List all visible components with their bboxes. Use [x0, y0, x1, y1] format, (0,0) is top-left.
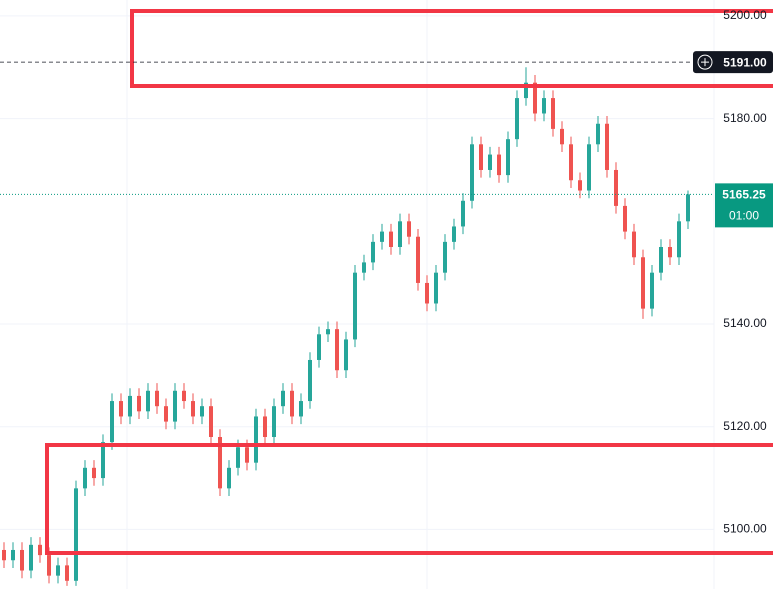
candle-body [74, 488, 78, 581]
candle-body [236, 447, 240, 468]
candle-body [569, 144, 573, 181]
candle-body [434, 272, 438, 304]
y-tick-label: 5200.00 [723, 8, 767, 22]
candle-body [623, 205, 627, 232]
candle-body [524, 82, 528, 99]
candle-body [659, 247, 663, 273]
y-tick-label: 5100.00 [723, 522, 767, 536]
vertical-grid [126, 0, 715, 589]
candle-body [281, 390, 285, 407]
candle-body [290, 390, 294, 417]
candle-body [218, 437, 222, 489]
candle-body [371, 241, 375, 263]
candle-body [227, 467, 231, 489]
price-labels: 5100.00 5120.00 5140.00 5180.00 5200.00 5165.… [0, 8, 773, 536]
candle-body [380, 231, 384, 242]
support-zone [45, 443, 773, 555]
candle-body [299, 401, 303, 417]
candle-body [650, 272, 654, 309]
candle-body [443, 241, 447, 273]
candle-body [578, 180, 582, 191]
candle-body [389, 231, 393, 247]
candle-body [326, 329, 330, 335]
candle-body [182, 390, 186, 402]
candle-body [146, 390, 150, 412]
candle-body [137, 395, 141, 412]
plus-icon [701, 58, 709, 67]
candle-body [65, 565, 69, 581]
candle-body [2, 549, 6, 561]
candle-body [677, 221, 681, 258]
candle-body [470, 144, 474, 201]
candle-body [533, 82, 537, 114]
candle-body [38, 544, 42, 556]
candle-body [407, 221, 411, 237]
candle-body [596, 123, 600, 145]
candle-body [362, 262, 366, 273]
candle-body [452, 226, 456, 242]
candle-body [551, 98, 555, 129]
candle-body [254, 416, 258, 463]
last-price-label: 5165.25 [722, 188, 766, 202]
crosshair-box [693, 51, 773, 74]
countdown-label: 01:00 [729, 209, 759, 223]
candle-body [488, 154, 492, 170]
candle-body [497, 154, 501, 176]
candle-body [632, 231, 636, 258]
candle-body [164, 406, 168, 422]
candle-body [11, 549, 15, 561]
candle-body [641, 257, 645, 309]
candle-body [119, 401, 123, 417]
candle-body [110, 401, 114, 443]
candle-body [263, 416, 267, 437]
candle-body [335, 329, 339, 371]
candle-body [605, 123, 609, 170]
candle-body [416, 236, 420, 283]
candle-body [83, 467, 87, 489]
candle-body [506, 139, 510, 176]
candle-body [92, 467, 96, 479]
candle-body [515, 98, 519, 140]
candle-body [461, 200, 465, 227]
candle-body [398, 221, 402, 247]
candles [2, 67, 690, 586]
last-price-box [715, 183, 773, 228]
candle-body [173, 390, 177, 422]
candle-body [191, 401, 195, 417]
candle-body [101, 442, 105, 479]
candle-body [47, 555, 51, 576]
candle-body [245, 447, 249, 463]
candle-body [200, 406, 204, 417]
candle-body [272, 406, 276, 437]
candle-body [308, 359, 312, 402]
y-tick-label: 5140.00 [723, 316, 767, 330]
candle-body [560, 128, 564, 145]
add-alert-button[interactable] [697, 54, 713, 70]
candle-body [542, 98, 546, 114]
candle-body [425, 282, 429, 304]
candle-body [353, 272, 357, 340]
candle-body [668, 247, 672, 258]
resistance-zone [130, 9, 773, 88]
candle-body [317, 334, 321, 360]
candle-body [128, 395, 132, 417]
y-tick-label: 5120.00 [723, 419, 767, 433]
candle-body [686, 194, 690, 222]
candle-body [29, 544, 33, 571]
candle-body [209, 406, 213, 437]
candle-body [56, 565, 60, 576]
candle-body [155, 390, 159, 407]
candle-body [479, 144, 483, 170]
candle-body [614, 169, 618, 206]
crosshair-label: 5191.00 [723, 55, 767, 69]
candle-body [587, 144, 591, 191]
candle-body [344, 339, 348, 371]
horizontal-grid [0, 15, 714, 530]
y-tick-label: 5180.00 [723, 111, 767, 125]
candle-body [20, 549, 24, 571]
